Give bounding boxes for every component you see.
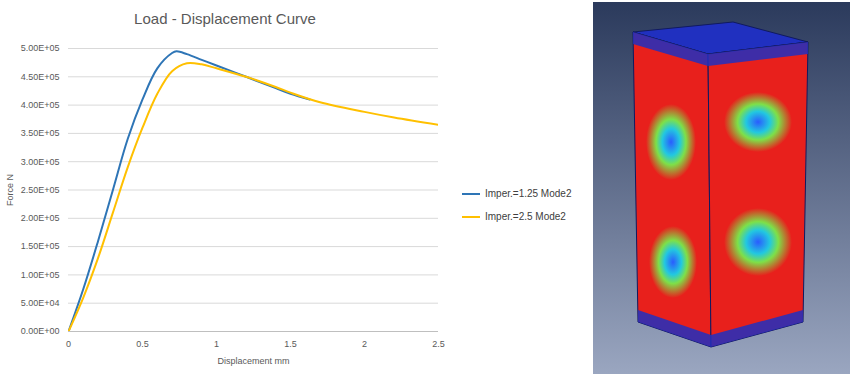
svg-text:Force N: Force N bbox=[5, 174, 15, 206]
html-text:Load - Displacement Curve: Load - Displacement Curve bbox=[134, 10, 316, 27]
svg-text:0.00E+00: 0.00E+00 bbox=[21, 326, 60, 336]
svg-text:4.00E+05: 4.00E+05 bbox=[21, 100, 60, 110]
svg-text:2: 2 bbox=[362, 339, 367, 349]
svg-text:1.50E+05: 1.50E+05 bbox=[21, 241, 60, 251]
html-text:Imper.=1.25 Mode2: Imper.=1.25 Mode2 bbox=[485, 188, 572, 199]
svg-text:2.00E+05: 2.00E+05 bbox=[21, 213, 60, 223]
svg-text:0.5: 0.5 bbox=[136, 339, 149, 349]
svg-text:2.5: 2.5 bbox=[432, 339, 445, 349]
svg-text:4.50E+05: 4.50E+05 bbox=[21, 72, 60, 82]
svg-text:1.00E+05: 1.00E+05 bbox=[21, 270, 60, 280]
svg-text:0: 0 bbox=[66, 339, 71, 349]
svg-text:3.00E+05: 3.00E+05 bbox=[21, 157, 60, 167]
svg-text:5.00E+04: 5.00E+04 bbox=[21, 298, 60, 308]
svg-text:1.5: 1.5 bbox=[284, 339, 297, 349]
svg-text:1: 1 bbox=[214, 339, 219, 349]
html-text:Imper.=2.5 Mode2: Imper.=2.5 Mode2 bbox=[485, 211, 566, 222]
svg-text:3.50E+05: 3.50E+05 bbox=[21, 128, 60, 138]
svg-text:Displacement mm: Displacement mm bbox=[217, 356, 289, 366]
svg-text:2.50E+05: 2.50E+05 bbox=[21, 185, 60, 195]
svg-text:5.00E+05: 5.00E+05 bbox=[21, 43, 60, 53]
